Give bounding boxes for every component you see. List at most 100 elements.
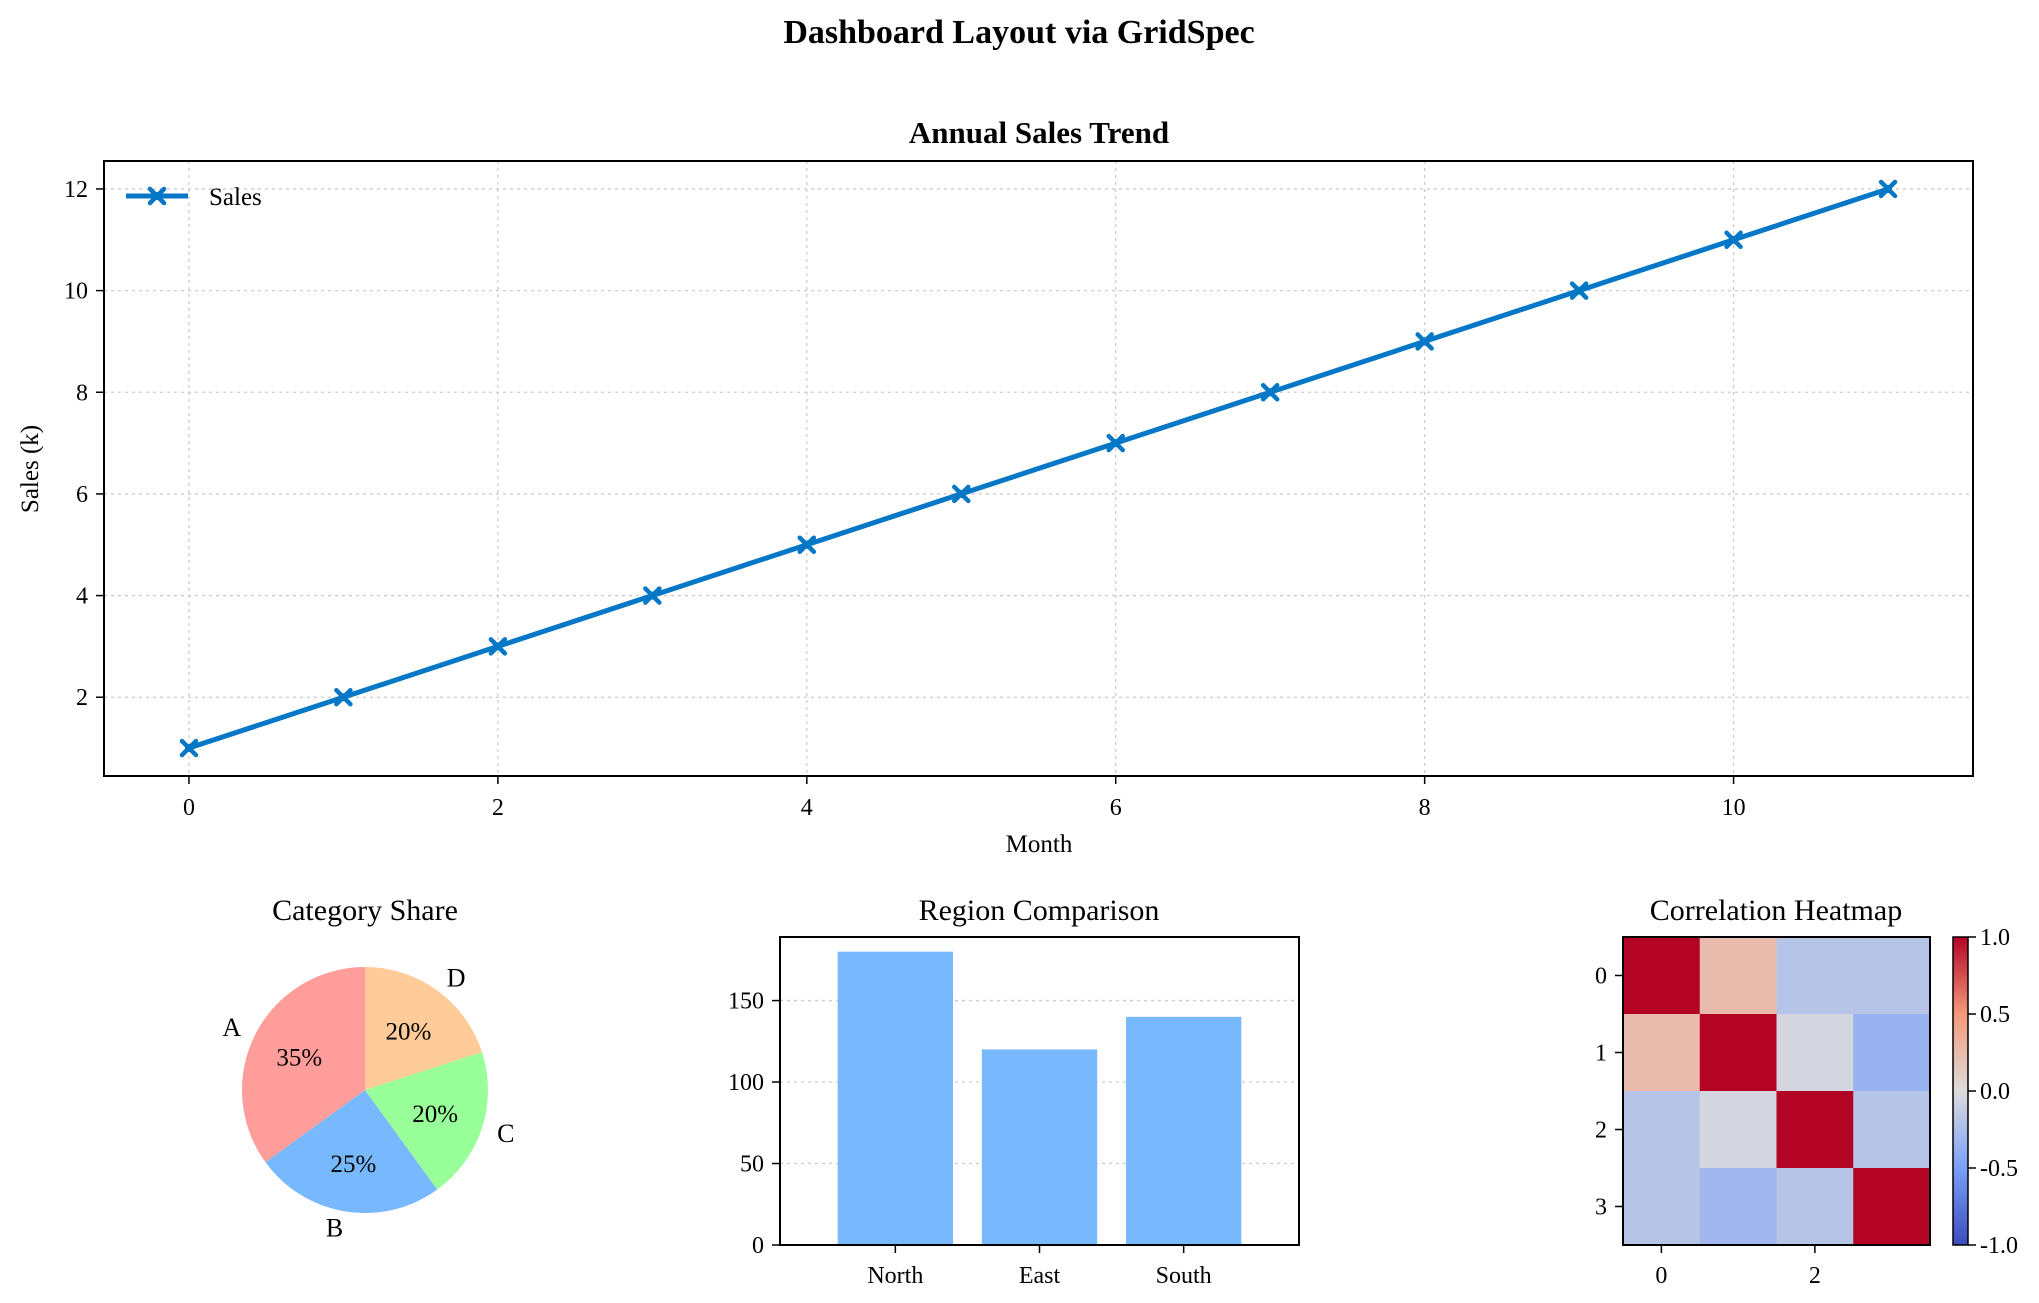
sales-point-marker bbox=[643, 586, 662, 605]
colorbar-tick-label: 0.0 bbox=[1980, 1079, 2010, 1105]
line-chart-ylabel: Sales (k) bbox=[17, 425, 44, 513]
x-tick-label: 2 bbox=[492, 795, 504, 821]
heatmap-x-tick-label: 0 bbox=[1655, 1263, 1667, 1289]
heatmap-cells bbox=[1623, 937, 1931, 1246]
bar-chart-x-ticks: North East South bbox=[867, 1245, 1212, 1289]
heatmap-cell bbox=[1623, 1091, 1701, 1169]
pie-category-label: D bbox=[447, 964, 466, 993]
line-chart-panel: Annual Sales Trend 0 2 4 6 8 10 2 4 6 8 10 12 Mont… bbox=[17, 115, 1974, 858]
heatmap-x-tick-label: 2 bbox=[1809, 1263, 1821, 1289]
pie-chart-panel: Category Share A 35% B 25% C 20% D 20% bbox=[222, 894, 514, 1242]
heatmap-cell bbox=[1776, 1091, 1854, 1169]
sales-point-marker bbox=[1569, 281, 1589, 300]
legend-x-marker bbox=[147, 186, 167, 206]
heatmap-y-tick-label: 3 bbox=[1595, 1195, 1607, 1221]
bar-south bbox=[1126, 1016, 1242, 1245]
sales-point-marker bbox=[488, 637, 508, 656]
heatmap-cell bbox=[1776, 1168, 1854, 1246]
heatmap-cell bbox=[1699, 1014, 1777, 1092]
pie-category-label: C bbox=[497, 1119, 514, 1148]
pie-slice-c bbox=[365, 1051, 488, 1190]
pie-percent-label: 25% bbox=[331, 1151, 377, 1178]
sales-markers bbox=[179, 179, 1898, 758]
sales-point-marker bbox=[1106, 433, 1125, 453]
pie-labels: A 35% B 25% C 20% D 20% bbox=[222, 964, 514, 1243]
heatmap-frame bbox=[1622, 936, 1931, 1246]
pie-chart-title: Category Share bbox=[272, 894, 458, 927]
pie-slice-a bbox=[241, 967, 365, 1163]
colorbar-tick-label: -1.0 bbox=[1980, 1233, 2018, 1259]
colorbar-tick-label: 0.5 bbox=[1980, 1002, 2010, 1028]
figure-suptitle: Dashboard Layout via GridSpec bbox=[783, 14, 1254, 51]
bar-chart-y-ticks: 0 50 100 150 bbox=[728, 989, 780, 1259]
heatmap-cell bbox=[1853, 1091, 1931, 1169]
heatmap-cell bbox=[1853, 1014, 1931, 1092]
pie-percent-label: 20% bbox=[385, 1018, 431, 1045]
heatmap-cell bbox=[1623, 1014, 1701, 1092]
pie-slices bbox=[241, 967, 488, 1213]
pie-percent-label: 35% bbox=[276, 1044, 322, 1071]
legend-label-sales: Sales bbox=[209, 184, 262, 211]
bar-chart-title: Region Comparison bbox=[919, 894, 1160, 927]
line-chart-x-ticks: 0 2 4 6 8 10 bbox=[183, 776, 1746, 821]
y-tick-label: 12 bbox=[64, 177, 88, 203]
bar-chart-panel: Region Comparison 0 50 100 150 North East Sou… bbox=[728, 894, 1300, 1289]
bar-y-tick-label: 50 bbox=[740, 1152, 764, 1178]
heatmap-cell bbox=[1699, 1168, 1777, 1246]
line-chart-frame bbox=[103, 160, 1974, 777]
bar-x-tick-label: North bbox=[867, 1263, 923, 1289]
pie-percent-label: 20% bbox=[412, 1101, 458, 1128]
colorbar-tick-label: 1.0 bbox=[1980, 925, 2010, 951]
line-chart-legend: Sales bbox=[126, 184, 262, 211]
pie-category-label: A bbox=[222, 1013, 241, 1042]
sales-line bbox=[188, 186, 1889, 751]
bar-y-tick-label: 150 bbox=[728, 989, 764, 1015]
sales-point-marker bbox=[1878, 179, 1898, 199]
heatmap-cell bbox=[1853, 1168, 1931, 1246]
heatmap-cell bbox=[1776, 937, 1854, 1015]
line-chart-grid bbox=[104, 161, 1973, 776]
y-tick-label: 2 bbox=[76, 685, 88, 711]
heatmap-y-tick-label: 2 bbox=[1595, 1118, 1607, 1144]
heatmap-cell bbox=[1699, 937, 1777, 1015]
heatmap-cell bbox=[1623, 1168, 1701, 1246]
y-tick-label: 8 bbox=[76, 380, 88, 406]
sales-point-marker bbox=[1260, 383, 1280, 402]
colorbar bbox=[1952, 936, 1969, 1246]
bar-x-tick-label: South bbox=[1156, 1263, 1212, 1289]
line-chart-y-ticks: 2 4 6 8 10 12 bbox=[64, 177, 104, 711]
y-tick-label: 10 bbox=[64, 279, 88, 305]
line-chart-xlabel: Month bbox=[1006, 831, 1073, 858]
bar-y-tick-label: 100 bbox=[728, 1070, 764, 1096]
bar-east bbox=[981, 1049, 1098, 1245]
heatmap-y-tick-label: 1 bbox=[1595, 1041, 1607, 1067]
pie-slice-b bbox=[265, 1090, 438, 1213]
x-tick-label: 10 bbox=[1722, 795, 1746, 821]
sales-point-marker bbox=[1724, 230, 1743, 250]
bar-y-tick-label: 0 bbox=[752, 1233, 764, 1259]
sales-point-marker bbox=[334, 687, 353, 707]
heatmap-y-tick-label: 0 bbox=[1595, 964, 1607, 990]
colorbar-tick-label: -0.5 bbox=[1980, 1156, 2018, 1182]
y-tick-label: 4 bbox=[76, 584, 88, 610]
heatmap-title: Correlation Heatmap bbox=[1650, 894, 1902, 927]
sales-point-marker bbox=[1415, 332, 1434, 351]
heatmap-cell bbox=[1853, 937, 1931, 1015]
line-chart-title: Annual Sales Trend bbox=[909, 115, 1169, 150]
heatmap-cell bbox=[1776, 1014, 1854, 1092]
sales-point-marker bbox=[179, 738, 199, 758]
legend-marker-icon bbox=[147, 186, 167, 206]
heatmap-y-ticks: 0 1 2 3 bbox=[1595, 964, 1623, 1221]
sales-point-marker bbox=[952, 484, 971, 504]
heatmap-cell bbox=[1623, 937, 1701, 1015]
x-tick-label: 4 bbox=[801, 795, 813, 821]
sales-point-marker bbox=[797, 535, 817, 554]
heatmap-cell bbox=[1699, 1091, 1777, 1169]
pie-slice-d bbox=[365, 967, 482, 1090]
x-tick-label: 6 bbox=[1110, 795, 1122, 821]
bar-north bbox=[837, 951, 953, 1245]
bar-chart-bars bbox=[837, 951, 1242, 1245]
